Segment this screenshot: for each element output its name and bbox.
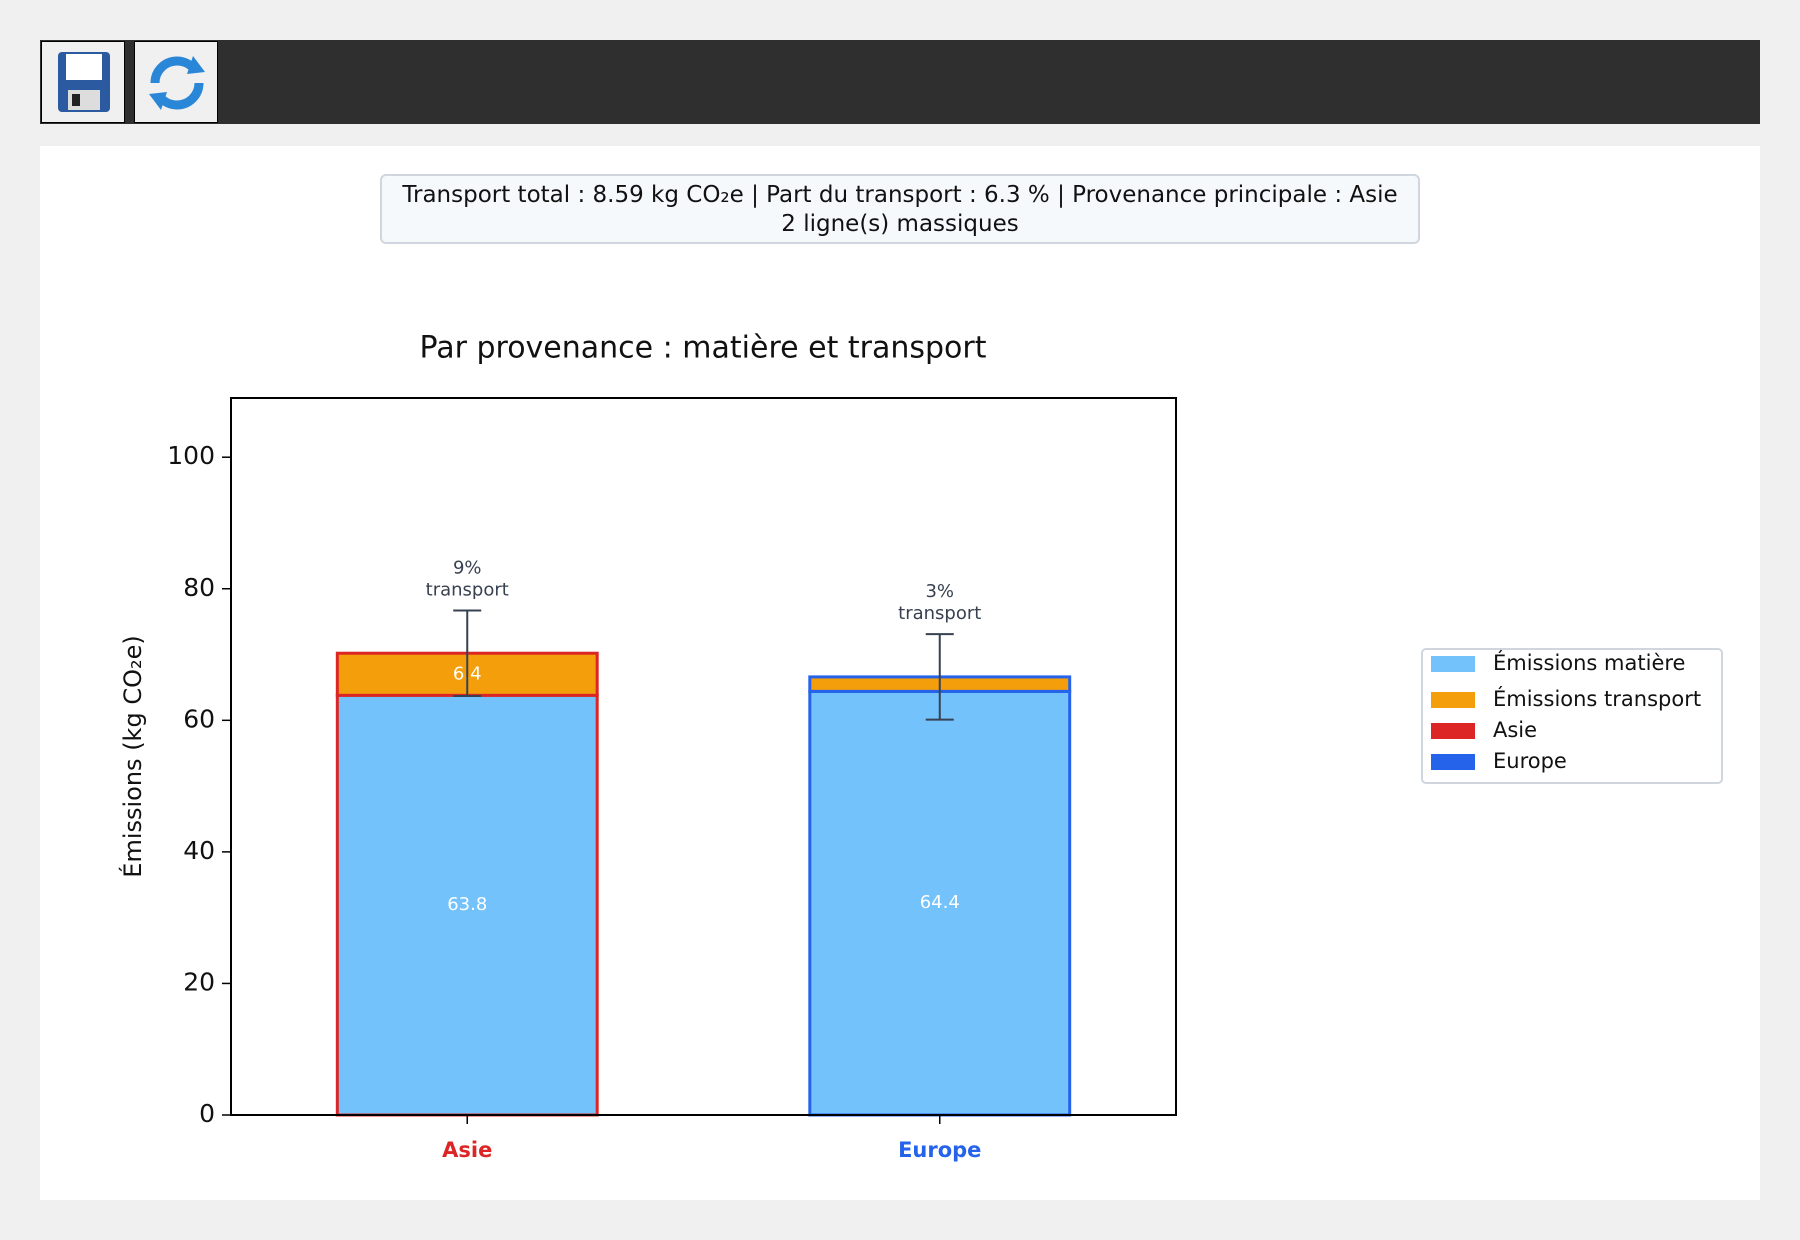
legend-label: Émissions matière: [1493, 650, 1685, 675]
legend-swatch: [1431, 692, 1475, 708]
info-box: Transport total : 8.59 kg CO₂e | Part du…: [380, 174, 1420, 244]
y-tick-label: 100: [167, 441, 215, 470]
value-label: 63.8: [447, 894, 487, 915]
toolbar: [40, 40, 1760, 124]
plot-frame: [230, 397, 1177, 1116]
legend-label: Europe: [1493, 749, 1567, 773]
legend-swatch: [1431, 723, 1475, 739]
refresh-button[interactable]: [134, 41, 218, 123]
info-line: 2 ligne(s) massiques: [781, 211, 1019, 237]
y-tick-label: 80: [183, 573, 215, 602]
x-tick-label: Europe: [898, 1138, 981, 1162]
annotation: transport: [898, 603, 981, 624]
legend-label: Asie: [1493, 718, 1537, 742]
refresh-icon: [149, 56, 205, 110]
save-icon: [58, 52, 110, 112]
bar-segment: [335, 693, 599, 1117]
save-button[interactable]: [41, 41, 125, 123]
legend-swatch: [1431, 754, 1475, 770]
legend-swatch: [1431, 656, 1475, 672]
y-axis-label: Émissions (kg CO₂e): [118, 635, 147, 877]
x-tick-label: Asie: [442, 1138, 492, 1162]
chart-title: Par provenance : matière et transport: [419, 331, 986, 366]
annotation: 9%: [453, 557, 482, 578]
y-tick-label: 60: [183, 704, 215, 733]
y-tick-label: 40: [183, 836, 215, 865]
annotation: 3%: [925, 581, 954, 602]
value-label: 64.4: [920, 892, 960, 913]
bar-segment: [808, 689, 1072, 1117]
annotation: transport: [426, 579, 509, 600]
info-line: Transport total : 8.59 kg CO₂e | Part du…: [402, 182, 1398, 208]
y-tick-label: 20: [183, 967, 215, 996]
legend-box: [1421, 648, 1723, 784]
legend-label: Émissions transport: [1493, 686, 1701, 711]
y-tick-label: 0: [199, 1099, 215, 1128]
